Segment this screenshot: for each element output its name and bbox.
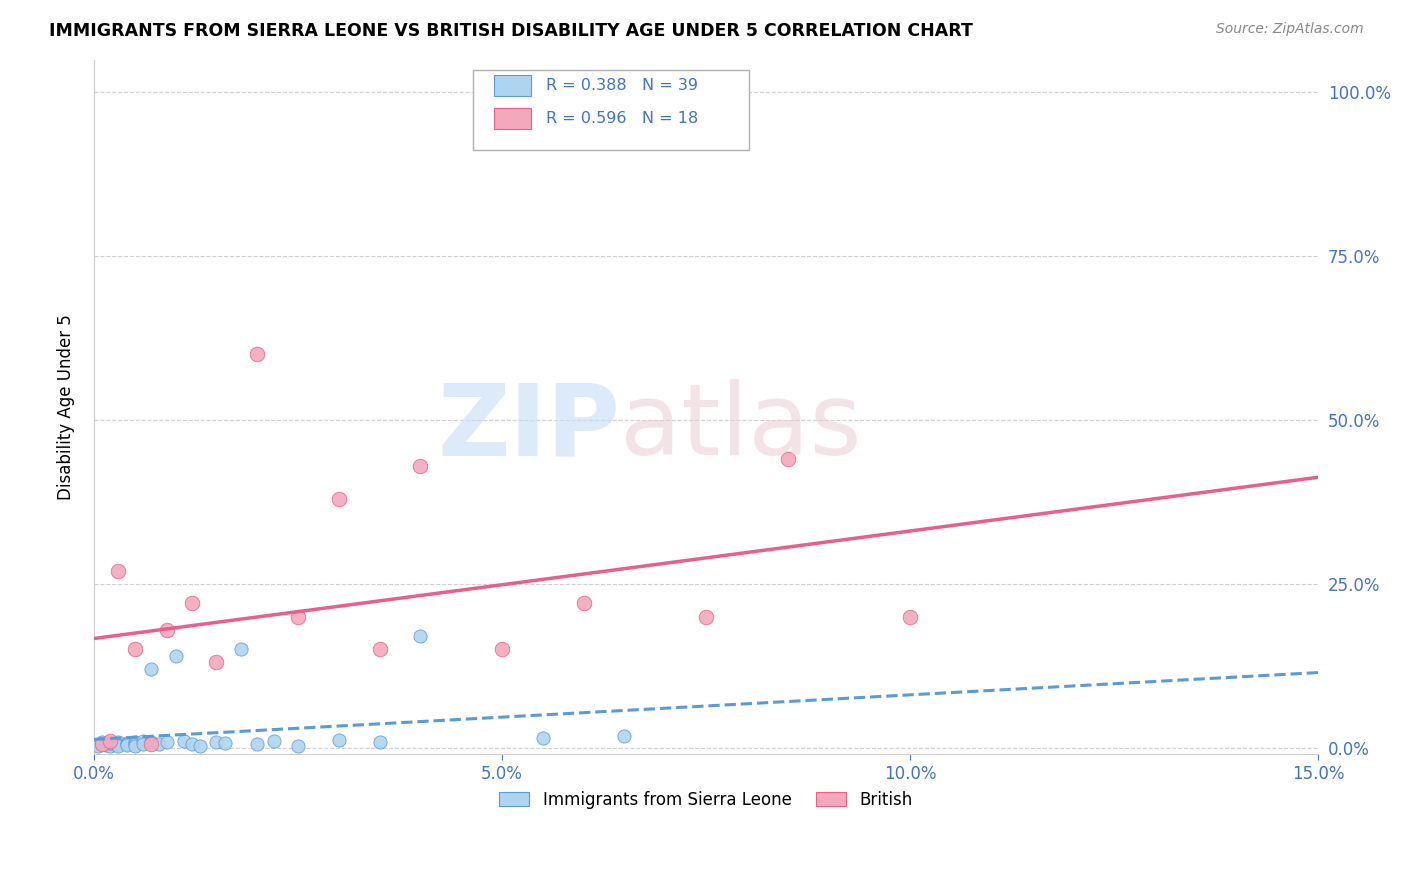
Point xyxy=(263,734,285,748)
Point xyxy=(188,739,211,753)
Point xyxy=(328,491,350,506)
Point xyxy=(531,731,554,745)
Point xyxy=(98,734,121,748)
Text: IMMIGRANTS FROM SIERRA LEONE VS BRITISH DISABILITY AGE UNDER 5 CORRELATION CHART: IMMIGRANTS FROM SIERRA LEONE VS BRITISH … xyxy=(49,22,973,40)
Text: atlas: atlas xyxy=(620,379,862,476)
Point xyxy=(776,452,799,467)
Point xyxy=(115,738,138,752)
Point xyxy=(898,609,921,624)
Point xyxy=(491,642,513,657)
Point xyxy=(124,642,146,657)
Point xyxy=(132,738,155,752)
Point xyxy=(107,564,129,578)
Text: ZIP: ZIP xyxy=(437,379,620,476)
Point xyxy=(368,735,391,749)
FancyBboxPatch shape xyxy=(474,70,749,150)
Point xyxy=(173,734,195,748)
Point xyxy=(107,739,129,753)
Point xyxy=(368,642,391,657)
Point xyxy=(180,597,202,611)
Point xyxy=(115,738,138,752)
Bar xyxy=(495,75,531,95)
Text: Source: ZipAtlas.com: Source: ZipAtlas.com xyxy=(1216,22,1364,37)
Point xyxy=(246,738,269,752)
Point xyxy=(87,739,110,753)
Point xyxy=(572,597,595,611)
Point xyxy=(328,732,350,747)
Point xyxy=(156,735,179,749)
Point xyxy=(132,734,155,748)
Point xyxy=(214,736,236,750)
Point xyxy=(613,729,636,743)
Point xyxy=(107,737,129,751)
Point xyxy=(139,738,162,752)
Point xyxy=(107,735,129,749)
Point xyxy=(409,458,432,473)
Point xyxy=(180,737,202,751)
Point xyxy=(695,609,717,624)
Point xyxy=(148,737,170,751)
Bar xyxy=(495,108,531,129)
Point xyxy=(124,739,146,753)
Point xyxy=(98,739,121,753)
Point xyxy=(124,735,146,749)
Point xyxy=(91,738,114,752)
Y-axis label: Disability Age Under 5: Disability Age Under 5 xyxy=(58,314,75,500)
Point xyxy=(229,642,252,657)
Point xyxy=(98,737,121,751)
Point xyxy=(409,629,432,643)
Point xyxy=(287,609,309,624)
Point xyxy=(98,736,121,750)
Point xyxy=(107,738,129,752)
Text: R = 0.388   N = 39: R = 0.388 N = 39 xyxy=(546,78,697,93)
Point xyxy=(287,739,309,753)
Point xyxy=(91,738,114,752)
Legend: Immigrants from Sierra Leone, British: Immigrants from Sierra Leone, British xyxy=(492,784,920,815)
Point xyxy=(205,735,228,749)
Point xyxy=(124,737,146,751)
Point xyxy=(246,347,269,361)
Point xyxy=(115,736,138,750)
Point xyxy=(91,735,114,749)
Point xyxy=(96,738,118,752)
Point xyxy=(205,656,228,670)
Point xyxy=(139,662,162,676)
Point xyxy=(103,738,125,752)
Text: R = 0.596   N = 18: R = 0.596 N = 18 xyxy=(546,112,697,126)
Point xyxy=(165,648,187,663)
Point xyxy=(139,735,162,749)
Point xyxy=(156,623,179,637)
